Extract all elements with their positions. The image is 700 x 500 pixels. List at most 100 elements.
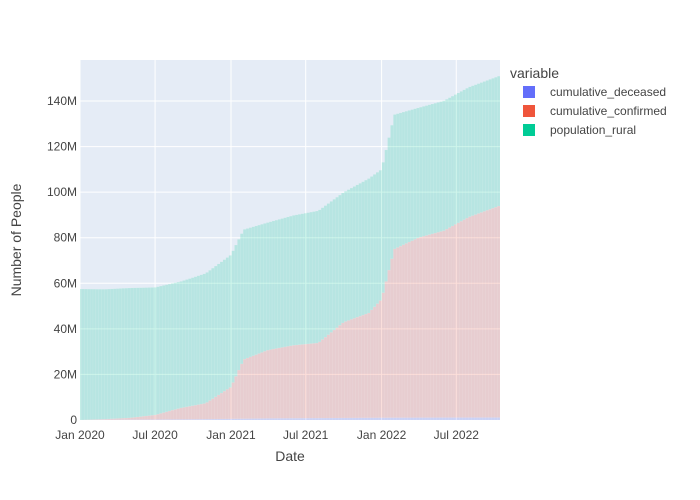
bar-cumulative-confirmed xyxy=(101,419,105,421)
bar-population-rural xyxy=(87,288,91,420)
bar-population-rural xyxy=(476,83,481,214)
bar-population-rural xyxy=(121,288,125,419)
bar-cumulative-confirmed xyxy=(326,334,331,419)
bar-population-rural xyxy=(228,255,232,388)
bar-cumulative-deceased xyxy=(303,417,307,421)
bar-cumulative-confirmed xyxy=(375,303,380,418)
bar-population-rural xyxy=(173,282,177,410)
bar-population-rural xyxy=(139,287,143,417)
bar-cumulative-deceased xyxy=(430,417,434,421)
bar-population-rural xyxy=(419,106,423,238)
bar-population-rural xyxy=(283,217,287,348)
bar-cumulative-deceased xyxy=(338,417,342,421)
bar-cumulative-confirmed xyxy=(150,415,154,420)
bar-cumulative-confirmed xyxy=(445,228,449,418)
bar-cumulative-deceased xyxy=(211,418,215,421)
bar-cumulative-confirmed xyxy=(320,339,325,419)
bar-population-rural xyxy=(271,220,276,350)
bar-cumulative-confirmed xyxy=(277,347,281,419)
legend-label-cumulative-deceased[interactable]: cumulative_deceased xyxy=(550,85,666,99)
y-tick-label: 140M xyxy=(47,94,77,108)
bar-cumulative-confirmed xyxy=(176,408,180,420)
legend-swatch-cumulative-confirmed[interactable] xyxy=(523,105,535,117)
bar-cumulative-deceased xyxy=(355,417,359,421)
bar-cumulative-deceased xyxy=(176,419,180,421)
bar-population-rural xyxy=(479,82,484,213)
bar-cumulative-deceased xyxy=(364,417,368,421)
bar-population-rural xyxy=(312,211,316,344)
legend-swatch-population-rural[interactable] xyxy=(523,124,535,136)
bar-cumulative-confirmed xyxy=(139,416,143,420)
bar-cumulative-deceased xyxy=(378,417,382,421)
bar-cumulative-confirmed xyxy=(465,217,469,418)
bar-cumulative-confirmed xyxy=(237,369,241,419)
bar-cumulative-confirmed xyxy=(488,209,492,418)
bar-cumulative-confirmed xyxy=(211,398,215,420)
legend-swatch-cumulative-deceased[interactable] xyxy=(523,86,535,98)
bar-cumulative-deceased xyxy=(297,418,302,421)
bar-cumulative-confirmed xyxy=(124,417,128,420)
bar-population-rural xyxy=(182,280,186,408)
legend-label-population-rural[interactable]: population_rural xyxy=(550,123,636,137)
bar-cumulative-deceased xyxy=(162,419,166,421)
bar-population-rural xyxy=(367,178,371,314)
bar-population-rural xyxy=(453,94,458,225)
bar-cumulative-confirmed xyxy=(159,413,163,420)
bar-cumulative-deceased xyxy=(263,418,267,421)
bar-cumulative-deceased xyxy=(260,418,264,421)
bar-population-rural xyxy=(387,137,391,271)
bar-cumulative-confirmed xyxy=(456,222,460,418)
bar-cumulative-confirmed xyxy=(476,213,481,418)
bar-cumulative-confirmed xyxy=(208,400,212,420)
legend[interactable]: variable cumulative_deceased cumulative_c… xyxy=(510,65,667,137)
bar-population-rural xyxy=(349,187,354,320)
bar-cumulative-deceased xyxy=(465,417,469,421)
bar-cumulative-deceased xyxy=(289,418,293,421)
bar-population-rural xyxy=(179,281,183,409)
bar-cumulative-deceased xyxy=(346,417,351,421)
bar-population-rural xyxy=(159,285,163,414)
bar-population-rural xyxy=(315,210,319,344)
bar-population-rural xyxy=(471,85,475,216)
bar-population-rural xyxy=(292,215,296,346)
bar-population-rural xyxy=(401,111,406,245)
bar-cumulative-deceased xyxy=(407,417,411,421)
bar-population-rural xyxy=(277,219,281,349)
bar-cumulative-confirmed xyxy=(335,327,339,419)
bar-cumulative-deceased xyxy=(367,417,371,421)
bar-cumulative-deceased xyxy=(349,417,354,421)
bar-population-rural xyxy=(320,207,325,340)
bar-cumulative-confirmed xyxy=(107,418,111,421)
bar-population-rural xyxy=(442,100,446,231)
bar-population-rural xyxy=(303,213,307,345)
bar-cumulative-deceased xyxy=(361,417,365,421)
bar-population-rural xyxy=(416,107,420,239)
bar-cumulative-confirmed xyxy=(468,216,472,418)
bar-population-rural xyxy=(433,103,437,234)
bar-population-rural xyxy=(300,213,305,345)
bar-cumulative-confirmed xyxy=(318,341,322,419)
x-tick-label: Jan 2022 xyxy=(357,428,407,442)
bar-population-rural xyxy=(297,214,302,345)
bar-cumulative-confirmed xyxy=(266,350,270,419)
bar-cumulative-confirmed xyxy=(196,404,201,420)
bar-population-rural xyxy=(364,179,368,315)
bar-cumulative-confirmed xyxy=(393,248,397,418)
bar-population-rural xyxy=(404,111,408,244)
y-axis-title: Number of People xyxy=(8,183,24,296)
bar-cumulative-confirmed xyxy=(341,322,345,419)
bar-cumulative-deceased xyxy=(182,419,186,421)
bar-cumulative-deceased xyxy=(234,418,238,421)
legend-label-cumulative-confirmed[interactable]: cumulative_confirmed xyxy=(550,104,667,118)
bar-cumulative-deceased xyxy=(488,417,492,421)
bar-cumulative-confirmed xyxy=(462,219,466,418)
bar-cumulative-confirmed xyxy=(427,234,432,418)
bar-cumulative-confirmed xyxy=(387,269,391,418)
bar-cumulative-confirmed xyxy=(257,353,261,419)
bar-population-rural xyxy=(494,77,498,208)
bar-cumulative-confirmed xyxy=(407,241,411,418)
bar-cumulative-confirmed xyxy=(225,389,229,420)
bar-cumulative-confirmed xyxy=(205,402,209,420)
bar-cumulative-deceased xyxy=(471,417,475,421)
bar-population-rural xyxy=(95,289,99,420)
